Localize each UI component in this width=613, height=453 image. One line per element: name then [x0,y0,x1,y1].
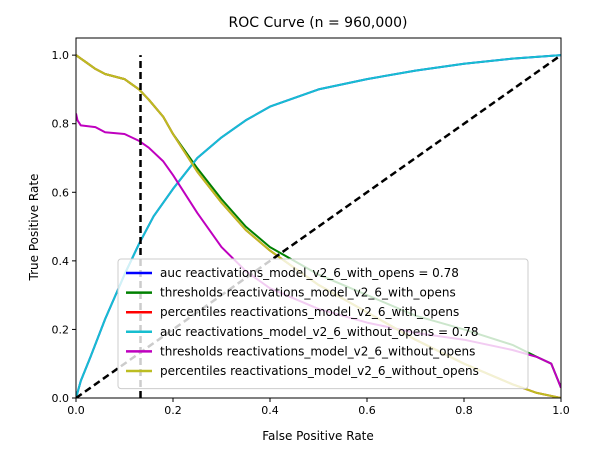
legend-entry-5: thresholds reactivations_model_v2_6_with… [160,344,475,358]
legend-box [117,258,529,390]
x-tick-label: 0.2 [164,404,182,417]
y-tick-label: 1.0 [52,49,70,62]
x-tick-label: 0.0 [67,404,85,417]
x-tick-label: 0.4 [261,404,279,417]
y-tick-label: 0.6 [52,186,70,199]
axes: 0.0 0.2 0.4 0.6 0.8 1.0 0.0 0.2 0.4 0.6 0.8 1.0 [52,37,570,417]
series-line-4 [76,54,561,398]
x-tick-label: 1.0 [552,404,570,417]
x-tick-label: 0.8 [455,404,473,417]
y-tick-label: 0.4 [52,255,70,268]
x-tick-label: 0.6 [358,404,376,417]
axes-frame [75,37,562,399]
legend-entry-2: thresholds reactivations_model_v2_6_with… [160,286,456,300]
y-tick-label: 0.2 [52,323,70,336]
legend-entry-6: percentiles reactivations_model_v2_6_wit… [160,364,479,378]
legend-entry-1: auc reactivations_model_v2_6_with_opens … [160,266,459,280]
x-axis-label: False Positive Rate [262,429,374,443]
legend: auc reactivations_model_v2_6_with_opens … [117,258,529,390]
legend-entry-3: percentiles reactivations_model_v2_6_wit… [160,305,459,319]
y-tick-label: 0.8 [52,118,70,131]
legend-entry-4: auc reactivations_model_v2_6_without_ope… [160,325,479,339]
y-tick-label: 0.0 [52,392,70,405]
chart-title: ROC Curve (n = 960,000) [228,15,407,31]
y-axis-label: True Positive Rate [27,174,41,282]
